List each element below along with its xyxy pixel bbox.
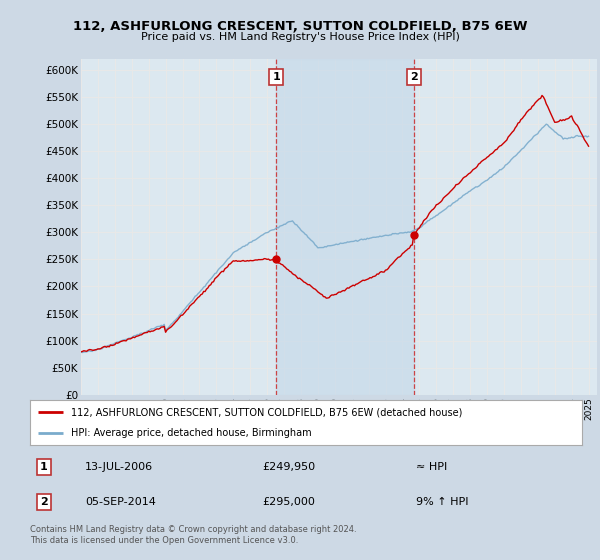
Text: 05-SEP-2014: 05-SEP-2014: [85, 497, 156, 507]
Text: 13-JUL-2006: 13-JUL-2006: [85, 462, 154, 472]
Text: 2: 2: [40, 497, 47, 507]
Text: 112, ASHFURLONG CRESCENT, SUTTON COLDFIELD, B75 6EW (detached house): 112, ASHFURLONG CRESCENT, SUTTON COLDFIE…: [71, 408, 463, 418]
Text: ≈ HPI: ≈ HPI: [416, 462, 448, 472]
Text: £249,950: £249,950: [262, 462, 315, 472]
Text: 112, ASHFURLONG CRESCENT, SUTTON COLDFIELD, B75 6EW: 112, ASHFURLONG CRESCENT, SUTTON COLDFIE…: [73, 20, 527, 32]
Text: Price paid vs. HM Land Registry's House Price Index (HPI): Price paid vs. HM Land Registry's House …: [140, 32, 460, 43]
Text: £295,000: £295,000: [262, 497, 315, 507]
Text: 9% ↑ HPI: 9% ↑ HPI: [416, 497, 469, 507]
Bar: [276, 59, 414, 395]
Text: 1: 1: [40, 462, 47, 472]
Text: 2: 2: [410, 72, 418, 82]
Text: 1: 1: [272, 72, 280, 82]
Text: Contains HM Land Registry data © Crown copyright and database right 2024.
This d: Contains HM Land Registry data © Crown c…: [30, 525, 356, 545]
Text: HPI: Average price, detached house, Birmingham: HPI: Average price, detached house, Birm…: [71, 428, 312, 438]
